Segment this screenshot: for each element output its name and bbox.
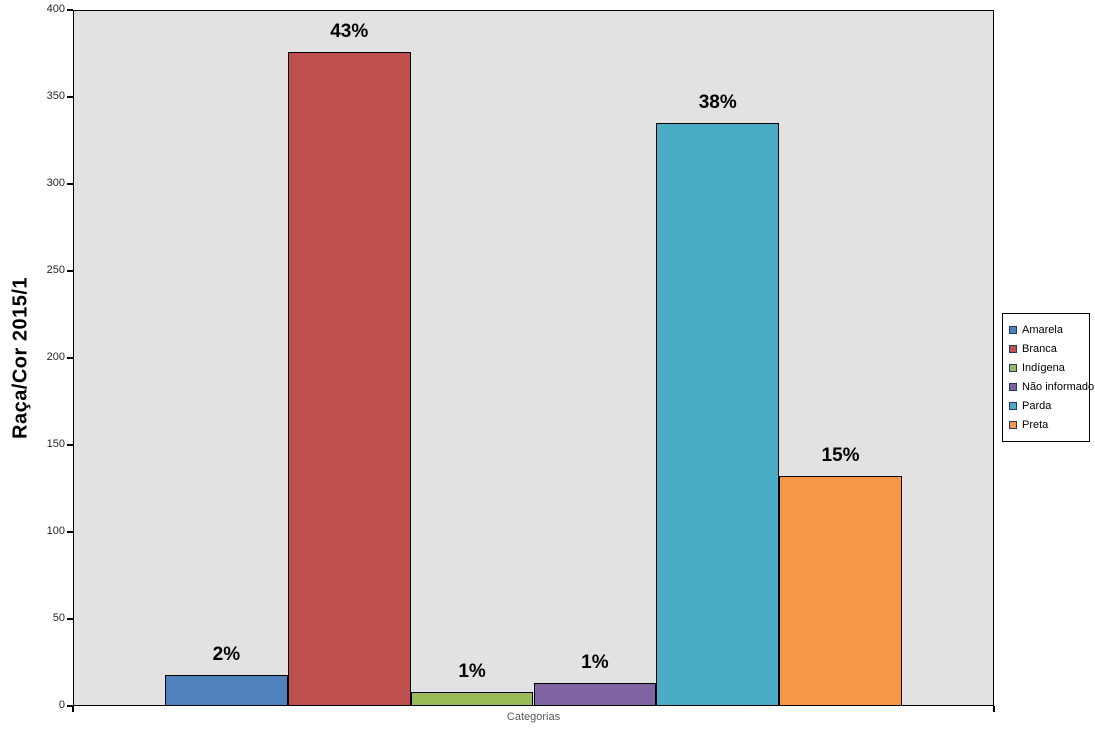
- y-tick-label: 350: [46, 90, 65, 102]
- legend-swatch-icon: [1009, 420, 1017, 429]
- bar-data-label: 2%: [212, 643, 241, 665]
- bar-preta: [779, 476, 902, 706]
- bar-branca: [287, 51, 411, 706]
- y-tick-mark: [67, 183, 73, 185]
- x-axis-title: Categorias: [506, 711, 561, 723]
- bar-data-label: 38%: [698, 92, 737, 114]
- legend: Amarela Branca Indígena Não informado Parda P…: [1002, 313, 1094, 442]
- bar-não-informado: [533, 683, 657, 706]
- y-tick-label: 250: [46, 264, 65, 276]
- legend-item: Não informado: [1009, 377, 1094, 396]
- bar-data-label: 15%: [821, 445, 860, 467]
- legend-swatch-icon: [1009, 344, 1017, 353]
- y-tick-mark: [67, 705, 73, 707]
- y-tick-label: 0: [58, 699, 65, 711]
- legend-item: Amarela: [1009, 320, 1084, 339]
- legend-label: Preta: [1022, 418, 1049, 431]
- legend-label: Não informado: [1022, 380, 1095, 393]
- x-tick-mark: [72, 706, 74, 712]
- y-tick-mark: [67, 357, 73, 359]
- y-tick-mark: [67, 618, 73, 620]
- legend-swatch-icon: [1009, 382, 1017, 391]
- y-tick-mark: [67, 9, 73, 11]
- y-tick-mark: [67, 270, 73, 272]
- y-tick-label: 300: [46, 177, 65, 189]
- bar-data-label: 1%: [458, 661, 486, 683]
- legend-swatch-icon: [1009, 363, 1017, 372]
- bar-data-label: 1%: [581, 652, 609, 674]
- legend-item: Preta: [1009, 415, 1084, 434]
- legend-item: Parda: [1009, 396, 1084, 415]
- y-tick-label: 150: [46, 438, 65, 450]
- x-tick-mark: [993, 706, 995, 712]
- bar-amarela: [165, 674, 288, 706]
- y-tick-label: 50: [52, 612, 65, 624]
- y-tick-mark: [67, 96, 73, 98]
- legend-label: Branca: [1022, 342, 1057, 355]
- legend-item: Indígena: [1009, 358, 1084, 377]
- bar-data-label: 43%: [330, 20, 369, 42]
- bar-indígena: [410, 692, 534, 706]
- legend-label: Indígena: [1022, 361, 1065, 374]
- y-tick-mark: [67, 444, 73, 446]
- legend-swatch-icon: [1009, 325, 1017, 334]
- y-tick-label: 200: [46, 351, 65, 363]
- legend-label: Amarela: [1022, 323, 1063, 336]
- legend-item: Branca: [1009, 339, 1084, 358]
- bar-parda: [656, 123, 780, 706]
- legend-swatch-icon: [1009, 401, 1017, 410]
- y-tick-mark: [67, 531, 73, 533]
- y-tick-label: 400: [46, 3, 65, 15]
- y-tick-label: 100: [46, 525, 65, 537]
- legend-label: Parda: [1022, 399, 1052, 412]
